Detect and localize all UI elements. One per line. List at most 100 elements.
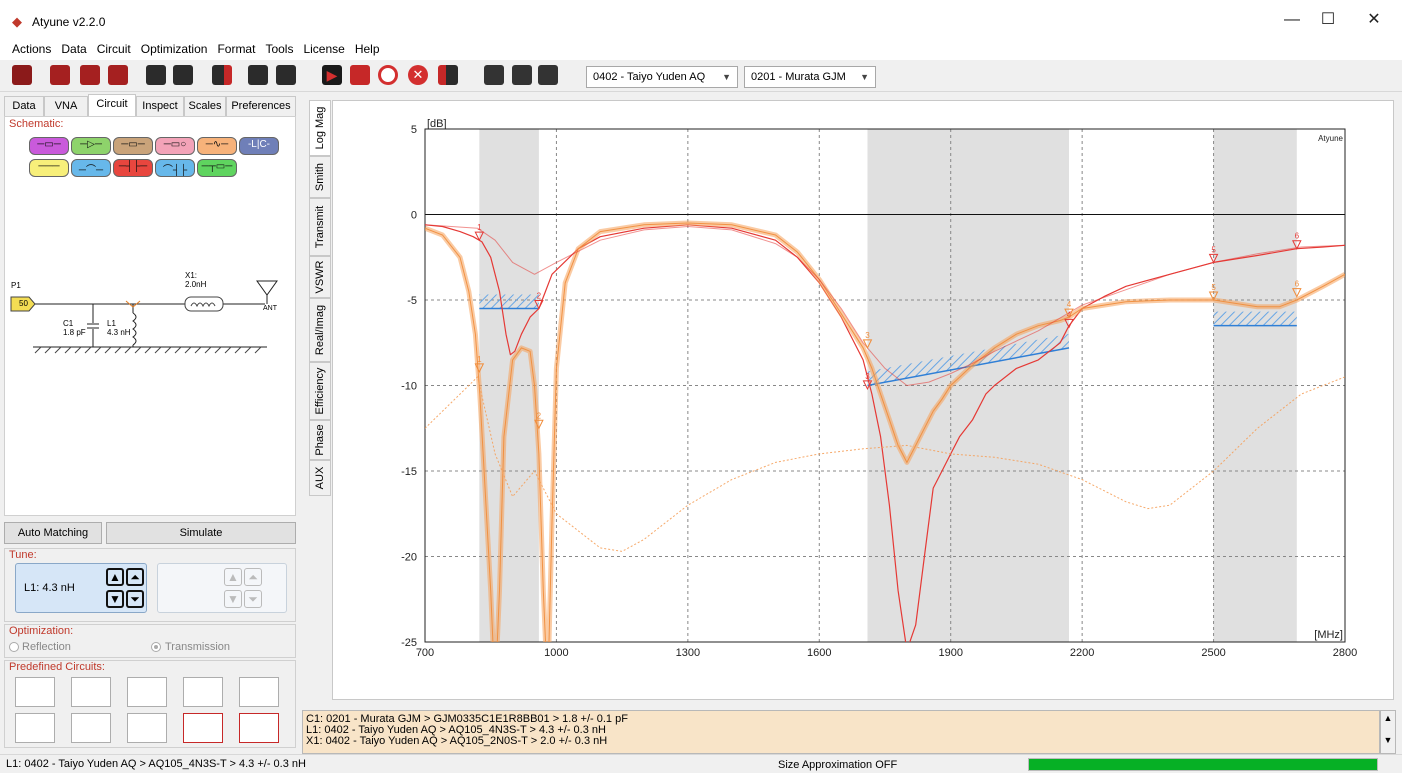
- marker-1: [474, 231, 485, 242]
- capacitor-library-value: 0201 - Murata GJM: [751, 71, 846, 83]
- optimization-label: Optimization:: [9, 625, 74, 637]
- tab-log-mag[interactable]: Log Mag: [309, 100, 331, 156]
- predefined-circuit-4[interactable]: [183, 677, 223, 707]
- tune-empty-control: ▲ ⏶ ▼ ⏷: [157, 563, 287, 613]
- predefined-circuit-6[interactable]: [15, 713, 55, 743]
- inductor-library-select[interactable]: 0402 - Taiyo Yuden AQ ▼: [586, 66, 738, 88]
- palette-amplifier[interactable]: ─▷─: [71, 137, 111, 155]
- back-icon[interactable]: [80, 65, 100, 85]
- palette-lic[interactable]: -L|C-: [239, 137, 279, 155]
- fill-icon[interactable]: [212, 65, 232, 85]
- palette-filter[interactable]: ─┬▭─: [197, 159, 237, 177]
- predefined-circuit-1[interactable]: [15, 677, 55, 707]
- stop-icon[interactable]: ✕: [408, 65, 428, 85]
- tab-circuit[interactable]: Circuit: [88, 94, 136, 116]
- reflection-radio[interactable]: [9, 642, 19, 652]
- marker-label: 4: [1067, 300, 1072, 309]
- predefined-circuit-7[interactable]: [71, 713, 111, 743]
- layout-quad-icon[interactable]: [538, 65, 558, 85]
- optimize-icon[interactable]: [350, 65, 370, 85]
- predefined-circuit-10[interactable]: [239, 713, 279, 743]
- chart-area[interactable]: 700 1000 1300 1600 1900 2200 2500 2800 5 0 -5 -10 -1…: [332, 100, 1394, 700]
- decrease-fast-icon[interactable]: ⏷: [126, 590, 144, 608]
- y-tick-label: 0: [411, 210, 417, 222]
- simulate-button[interactable]: Simulate: [106, 522, 296, 544]
- palette-wire[interactable]: ───: [29, 159, 69, 177]
- window-title: Atyune v2.2.0: [32, 15, 106, 29]
- predefined-circuit-3[interactable]: [127, 677, 167, 707]
- up-icon[interactable]: [108, 65, 128, 85]
- palette-inductor[interactable]: ─⌒─: [71, 159, 111, 177]
- predefined-circuit-9[interactable]: [183, 713, 223, 743]
- decrease-fast-disabled-icon: ⏷: [244, 590, 262, 608]
- increase-icon[interactable]: ▲: [106, 568, 124, 586]
- curve-reference: [425, 224, 1345, 386]
- tab-data[interactable]: Data: [4, 96, 44, 116]
- palette-line[interactable]: ─▭─: [113, 137, 153, 155]
- marker-6: [1292, 240, 1302, 250]
- run-icon[interactable]: ▶: [322, 65, 342, 85]
- auto-matching-button[interactable]: Auto Matching: [4, 522, 102, 544]
- tab-aux[interactable]: AUX: [309, 460, 331, 496]
- minimize-button[interactable]: —: [1284, 11, 1300, 28]
- tune-l1-value: L1: 4.3 nH: [24, 582, 75, 594]
- predefined-panel: Predefined Circuits:: [4, 660, 296, 748]
- wave-icon[interactable]: [276, 65, 296, 85]
- record-icon[interactable]: [438, 65, 458, 85]
- info-line-x1: X1: 0402 - Taiyo Yuden AQ > AQ105_2N0S-T…: [306, 735, 608, 747]
- menu-data[interactable]: Data: [61, 42, 87, 56]
- info-line-l1: L1: 0402 - Taiyo Yuden AQ > AQ105_4N3S-T…: [306, 724, 606, 736]
- tune-l1-control[interactable]: L1: 4.3 nH ▲ ⏶ ▼ ⏷: [15, 563, 147, 613]
- menu-format[interactable]: Format: [217, 42, 256, 56]
- menu-tools[interactable]: Tools: [265, 42, 294, 56]
- tab-real-imag[interactable]: Real/Imag: [309, 298, 331, 362]
- close-button[interactable]: ✕: [1367, 11, 1381, 28]
- transmission-radio[interactable]: [151, 642, 161, 652]
- tab-real-imag-label: Real/Imag: [314, 304, 326, 356]
- tab-vswr[interactable]: VSWR: [309, 256, 331, 298]
- layout-split-icon[interactable]: [512, 65, 532, 85]
- connect-icon[interactable]: [248, 65, 268, 85]
- predefined-circuit-5[interactable]: [239, 677, 279, 707]
- menu-license[interactable]: License: [303, 42, 345, 56]
- sort-up-icon[interactable]: [173, 65, 193, 85]
- palette-transformer[interactable]: ─∿─: [197, 137, 237, 155]
- undo-icon[interactable]: [50, 65, 70, 85]
- palette-resistor[interactable]: ─▭─: [29, 137, 69, 155]
- palette-capacitor[interactable]: ─┤├─: [113, 159, 153, 177]
- menu-help[interactable]: Help: [354, 42, 380, 56]
- tab-smith[interactable]: Smith: [309, 156, 331, 198]
- increase-fast-icon[interactable]: ⏶: [126, 568, 144, 586]
- layout-single-icon[interactable]: [484, 65, 504, 85]
- marker-label: 3: [865, 331, 870, 340]
- capacitor-library-select[interactable]: 0201 - Murata GJM ▼: [744, 66, 876, 88]
- optimization-panel: Optimization: Reflection Transmission: [4, 624, 296, 658]
- tab-transmit[interactable]: Transmit: [309, 198, 331, 256]
- tab-inspect[interactable]: Inspect: [136, 96, 184, 116]
- tab-scales[interactable]: Scales: [184, 96, 226, 116]
- sort-down-icon[interactable]: [146, 65, 166, 85]
- l1-label: L1: [107, 319, 116, 328]
- menu-optimization[interactable]: Optimization: [140, 42, 208, 56]
- predefined-circuit-8[interactable]: [127, 713, 167, 743]
- tab-vna[interactable]: VNA: [44, 96, 88, 116]
- open-icon[interactable]: [12, 65, 32, 85]
- target-icon[interactable]: [378, 65, 398, 85]
- menu-actions[interactable]: Actions: [12, 42, 52, 56]
- info-scrollbar[interactable]: ▲ ▼: [1380, 710, 1396, 754]
- scroll-up-icon[interactable]: ▲: [1383, 713, 1393, 723]
- tab-preferences[interactable]: Preferences: [226, 96, 296, 116]
- decrease-icon[interactable]: ▼: [106, 590, 124, 608]
- palette-lc[interactable]: ⌒┤├: [155, 159, 195, 177]
- predefined-circuit-2[interactable]: [71, 677, 111, 707]
- tab-efficiency[interactable]: Efficiency: [309, 362, 331, 420]
- curve-aux-dotted: [425, 376, 1345, 552]
- menu-circuit[interactable]: Circuit: [96, 42, 131, 56]
- palette-stub[interactable]: ─▭○: [155, 137, 195, 155]
- marker-label: 5: [1211, 283, 1216, 292]
- log-mag-chart[interactable]: 700 1000 1300 1600 1900 2200 2500 2800 5 0 -5 -10 -1…: [333, 101, 1395, 701]
- scroll-down-icon[interactable]: ▼: [1383, 735, 1393, 745]
- maximize-button[interactable]: ☐: [1320, 11, 1336, 28]
- tab-phase[interactable]: Phase: [309, 420, 331, 460]
- y-tick-label: -20: [401, 552, 417, 564]
